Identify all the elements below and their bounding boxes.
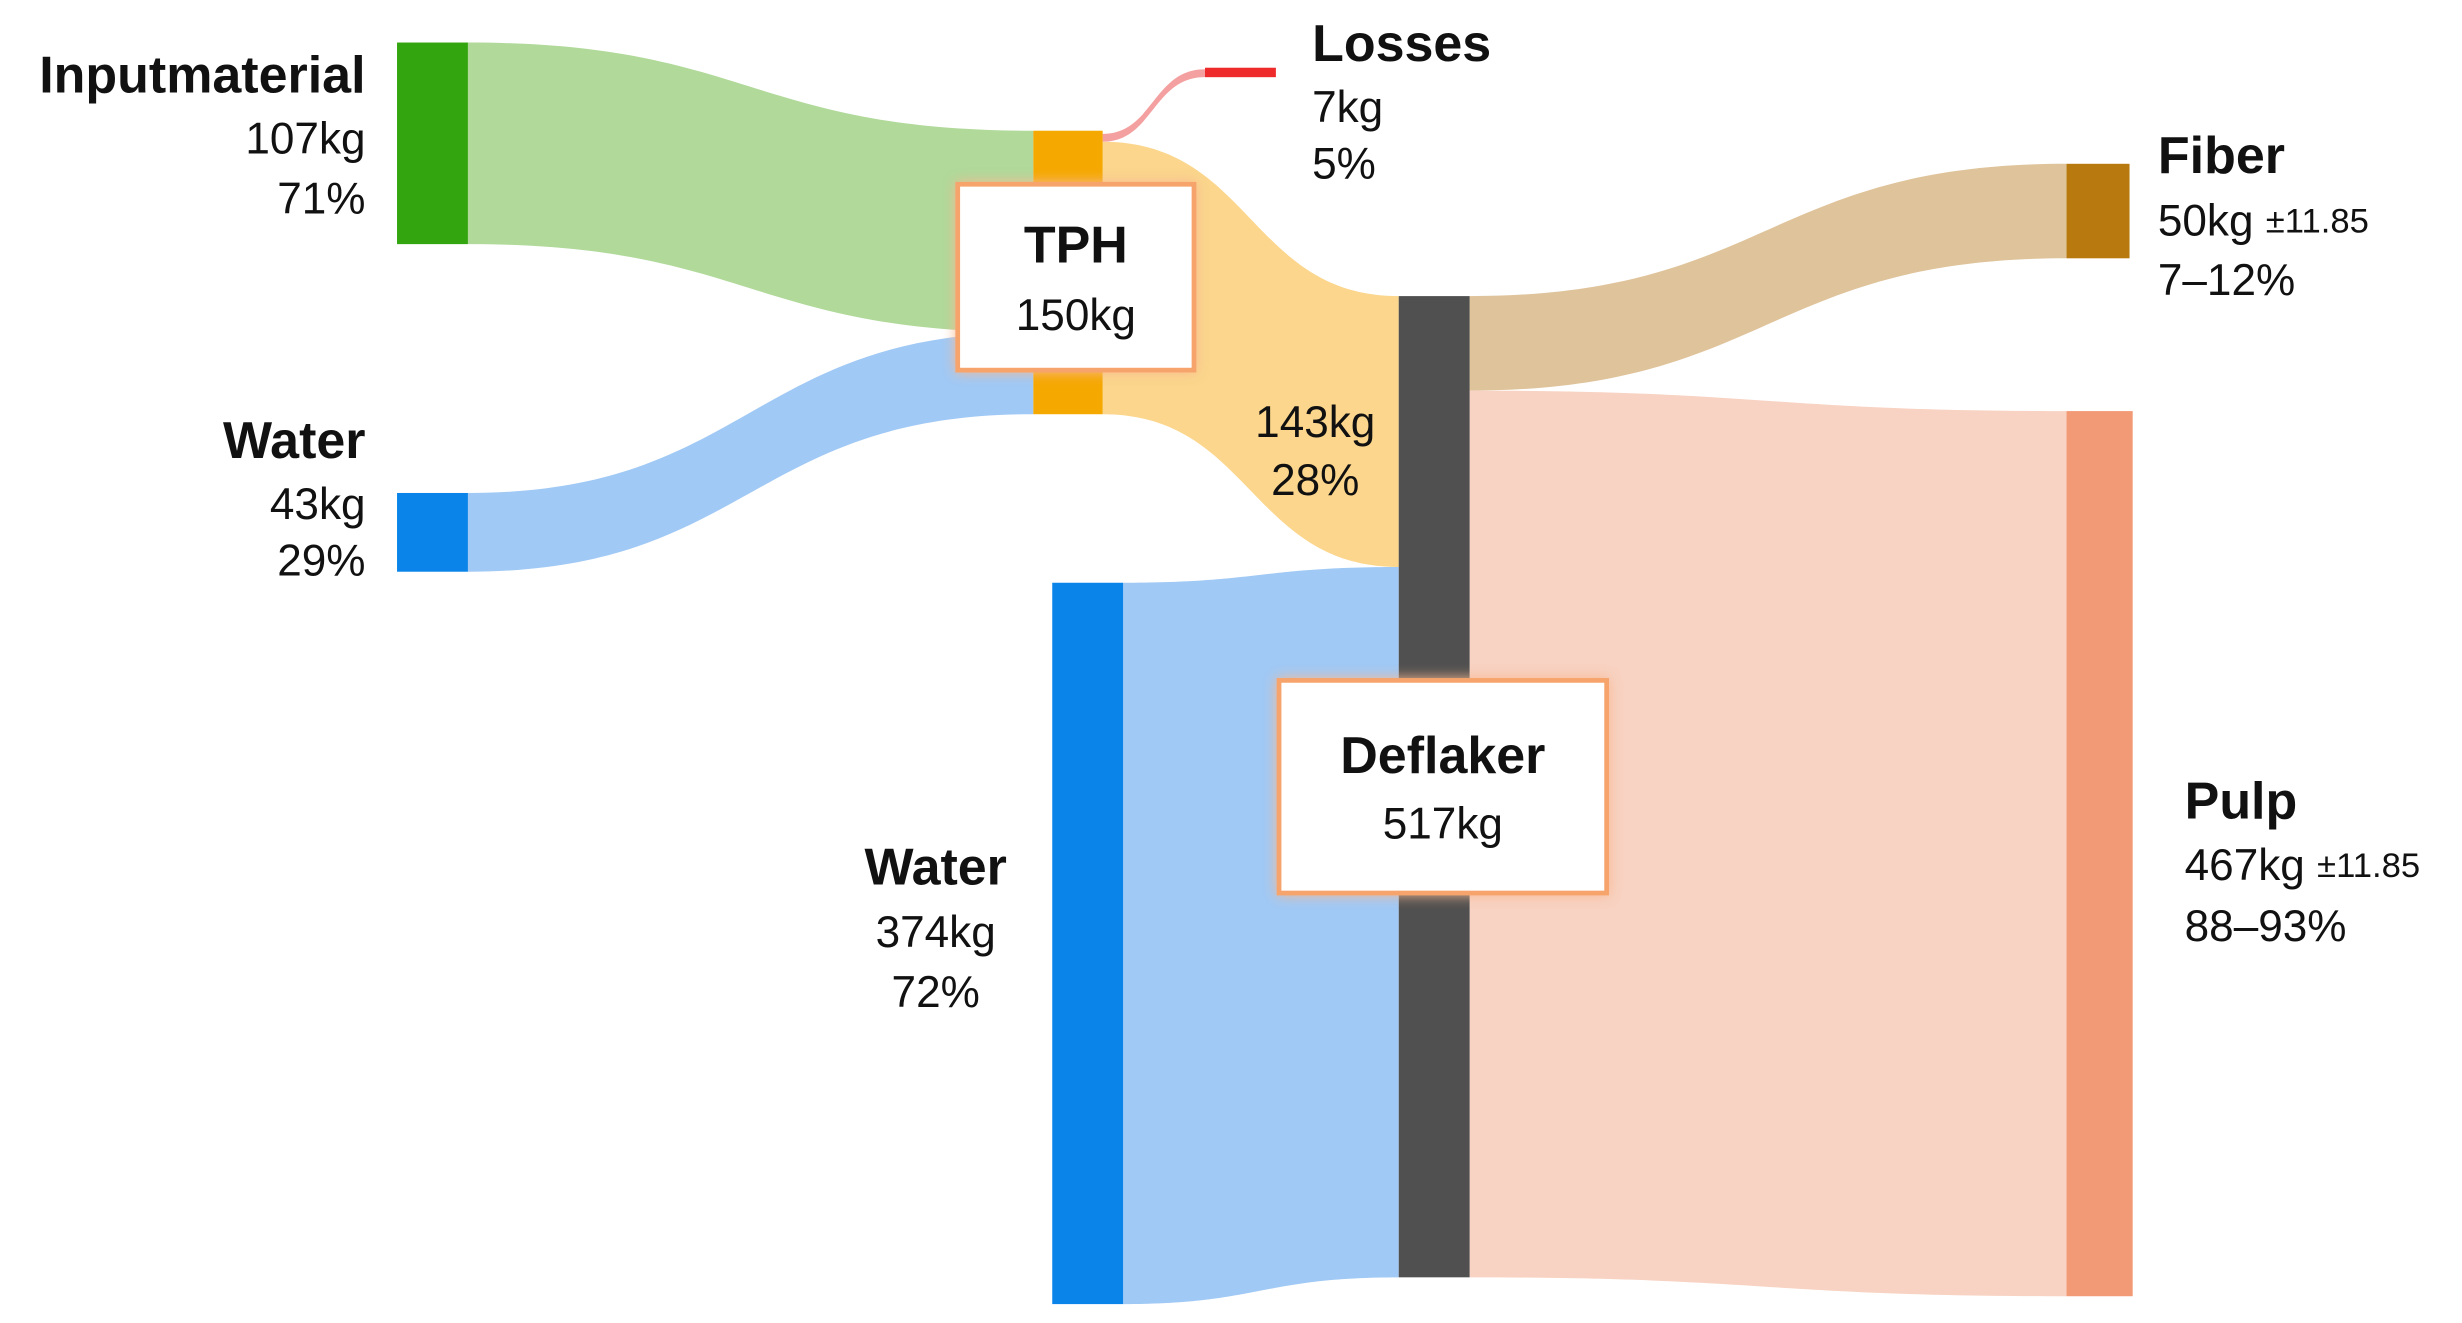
node-name: Water (223, 412, 365, 470)
flow (1469, 163, 2067, 391)
node-name: Inputmaterial (39, 46, 365, 104)
node-share: 7–12% (2158, 256, 2295, 305)
node-amount: 107kg (245, 114, 365, 163)
node-amount-line: 467kg ±11.85 (2185, 840, 2421, 889)
node-amount: 43kg (270, 480, 366, 529)
flow (467, 42, 1034, 333)
node-box (1276, 678, 1609, 896)
node-share: 29% (277, 537, 365, 586)
node-amount: 374kg (876, 908, 996, 957)
node-bar (397, 492, 468, 572)
node-bar (2066, 163, 2130, 259)
flow-amount: 143kg (1255, 398, 1375, 447)
flow (1123, 567, 1399, 1305)
node-name: Water (864, 839, 1006, 897)
flow (1469, 390, 2067, 1297)
node-bar (1205, 67, 1276, 78)
node-amount: 50kg (2158, 196, 2254, 245)
node-share: 88–93% (2185, 902, 2347, 951)
node-name: Fiber (2158, 127, 2285, 185)
node-box (955, 181, 1197, 373)
node-amount: 467kg (2185, 840, 2305, 889)
node-share: 71% (277, 174, 365, 223)
node-amount-line: 50kg ±11.85 (2158, 196, 2369, 245)
flow (467, 332, 1034, 572)
node-amount: 150kg (1016, 291, 1136, 340)
node-amount: 7kg (1312, 83, 1383, 132)
node-name: TPH (1024, 217, 1128, 275)
node-name: Deflaker (1340, 727, 1545, 785)
node-uncertainty: ±11.85 (2317, 847, 2420, 885)
node-name: Losses (1312, 15, 1491, 73)
node-name: Pulp (2185, 773, 2298, 831)
flow (1102, 69, 1206, 142)
node-bar (2066, 411, 2133, 1297)
node-share: 72% (892, 968, 980, 1017)
node-bar (1052, 582, 1124, 1305)
node-uncertainty: ±11.85 (2266, 203, 2369, 241)
node-bar (397, 42, 468, 245)
flow-share: 28% (1271, 456, 1359, 505)
node-share: 5% (1312, 140, 1376, 189)
node-amount: 517kg (1383, 800, 1503, 849)
